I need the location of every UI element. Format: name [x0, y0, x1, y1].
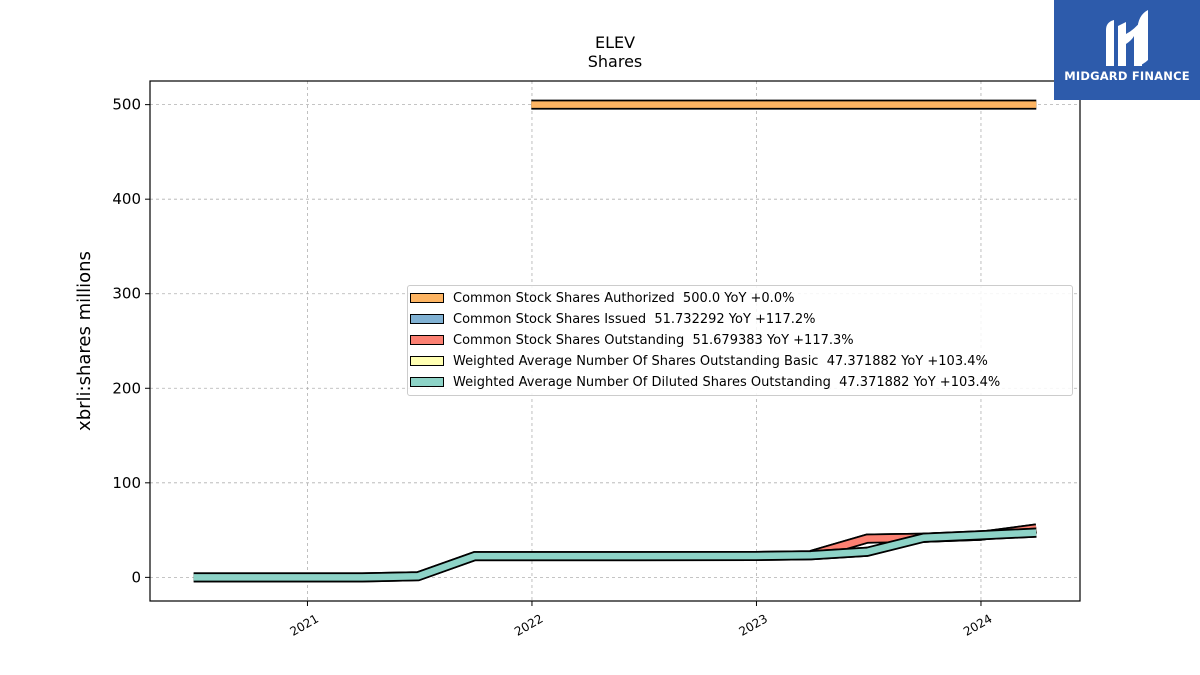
legend-label-weighted-diluted: Weighted Average Number Of Diluted Share… [453, 374, 1001, 390]
logo-mark-icon [1106, 10, 1148, 66]
legend-item-weighted-diluted: Weighted Average Number Of Diluted Share… [410, 372, 1000, 392]
x-tick-label: 2023 [737, 611, 770, 638]
legend-swatch-authorized [410, 293, 444, 303]
y-axis-label: xbrli:shares millions [74, 251, 95, 431]
chart-title: ELEV [595, 33, 635, 52]
series-weighted-diluted-line [193, 529, 1037, 581]
legend-item-outstanding: Common Stock Shares Outstanding 51.67938… [410, 330, 854, 350]
y-tick-label: 200 [112, 379, 141, 397]
legend-swatch-issued [410, 314, 444, 324]
y-tick-label: 100 [112, 474, 141, 492]
series-layer [193, 99, 1037, 583]
logo-text: MIDGARD FINANCE [1064, 69, 1190, 83]
legend-item-issued: Common Stock Shares Issued 51.732292 YoY… [410, 309, 815, 329]
y-tick-label: 0 [131, 568, 141, 586]
plot-frame [149, 80, 1081, 602]
legend-swatch-weighted-basic [410, 356, 444, 366]
brand-logo: MIDGARD FINANCE [1054, 0, 1200, 100]
x-tick-label: 2021 [288, 611, 321, 638]
series-weighted-diluted [193, 527, 1037, 583]
y-tick-label: 500 [112, 96, 141, 114]
legend-swatch-weighted-diluted [410, 377, 444, 387]
legend-item-authorized: Common Stock Shares Authorized 500.0 YoY… [410, 288, 794, 308]
y-tick-label: 400 [112, 190, 141, 208]
legend-label-weighted-basic: Weighted Average Number Of Shares Outsta… [453, 353, 988, 369]
legend-label-outstanding: Common Stock Shares Outstanding 51.67938… [453, 332, 854, 348]
legend-swatch-outstanding [410, 335, 444, 345]
legend: Common Stock Shares Authorized 500.0 YoY… [407, 285, 1073, 396]
x-tick-label: 2022 [512, 611, 545, 638]
legend-item-weighted-basic: Weighted Average Number Of Shares Outsta… [410, 351, 988, 371]
chart-subtitle: Shares [588, 52, 643, 71]
x-axis-ticks: 2021 2022 2023 2024 [288, 601, 994, 639]
x-tick-label: 2024 [961, 611, 994, 638]
legend-label-issued: Common Stock Shares Issued 51.732292 YoY… [453, 311, 816, 327]
y-tick-label: 300 [112, 285, 141, 303]
y-axis-ticks: 0 100 200 300 400 500 [112, 96, 150, 586]
legend-label-authorized: Common Stock Shares Authorized 500.0 YoY… [453, 290, 795, 306]
